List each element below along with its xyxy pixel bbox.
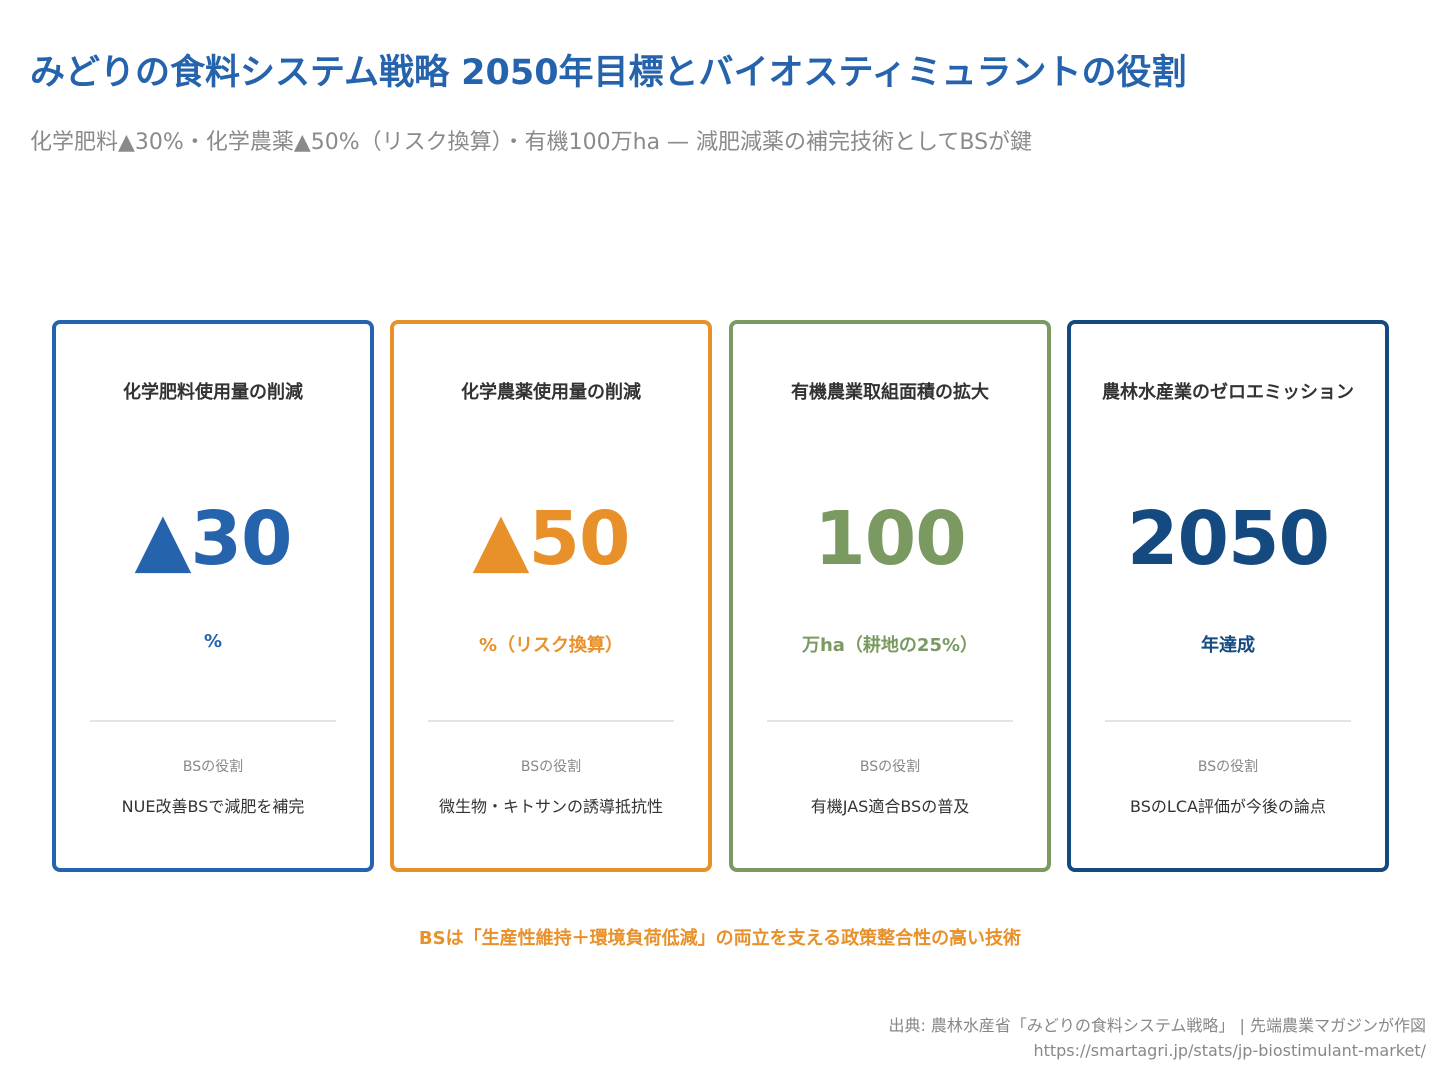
card-organic: 有機農業取組面積の拡大 100 万ha（耕地の25%） BSの役割 有機JAS適…	[729, 320, 1051, 872]
source-url: https://smartagri.jp/stats/jp-biostimula…	[1033, 1041, 1426, 1060]
card-role-label: BSの役割	[859, 759, 921, 775]
card-value: 2050	[1127, 496, 1330, 582]
card-value: 100	[814, 496, 966, 582]
card-unit: %	[203, 631, 223, 652]
card-zero-emission: 農林水産業のゼロエミッション 2050 年達成 BSの役割 BSのLCA評価が今…	[1067, 320, 1389, 872]
card-unit: 年達成	[1201, 635, 1255, 656]
card-role-text: 有機JAS適合BSの普及	[810, 797, 970, 816]
card-role-text: 微生物・キトサンの誘導抵抗性	[438, 797, 663, 816]
card-title: 有機農業取組面積の拡大	[791, 382, 989, 403]
card-role-label: BSの役割	[1197, 759, 1259, 775]
card-role-text: BSのLCA評価が今後の論点	[1130, 797, 1326, 816]
card-divider	[767, 720, 1013, 722]
card-pesticide: 化学農薬使用量の削減 ▲50 %（リスク換算） BSの役割 微生物・キトサンの誘…	[390, 320, 712, 872]
card-role-label: BSの役割	[520, 759, 582, 775]
card-title: 農林水産業のゼロエミッション	[1102, 382, 1354, 403]
source-credit: 出典: 農林水産省「みどりの食料システム戦略」 | 先端農業マガジンが作図 ht…	[888, 1013, 1426, 1063]
card-value: ▲50	[472, 496, 631, 582]
card-fertilizer: 化学肥料使用量の削減 ▲30 % BSの役割 NUE改善BSで減肥を補完	[52, 320, 374, 872]
source-text: 出典: 農林水産省「みどりの食料システム戦略」 | 先端農業マガジンが作図	[888, 1016, 1426, 1035]
card-value: ▲30	[134, 496, 293, 582]
card-role-text: NUE改善BSで減肥を補完	[121, 797, 305, 816]
card-unit: %（リスク換算）	[478, 635, 624, 656]
card-unit: 万ha（耕地の25%）	[801, 635, 979, 656]
card-role-label: BSの役割	[182, 759, 244, 775]
card-title: 化学農薬使用量の削減	[461, 382, 641, 403]
page-subtitle: 化学肥料▲30%・化学農薬▲50%（リスク換算）・有機100万ha — 減肥減薬…	[30, 130, 1033, 155]
card-divider	[90, 720, 336, 722]
page-title: みどりの食料システム戦略 2050年目標とバイオスティミュラントの役割	[30, 53, 1187, 93]
card-divider	[1105, 720, 1351, 722]
footnote: BSは「生産性維持＋環境負荷低減」の両立を支える政策整合性の高い技術	[418, 928, 1022, 949]
card-title: 化学肥料使用量の削減	[123, 382, 303, 403]
card-divider	[428, 720, 674, 722]
